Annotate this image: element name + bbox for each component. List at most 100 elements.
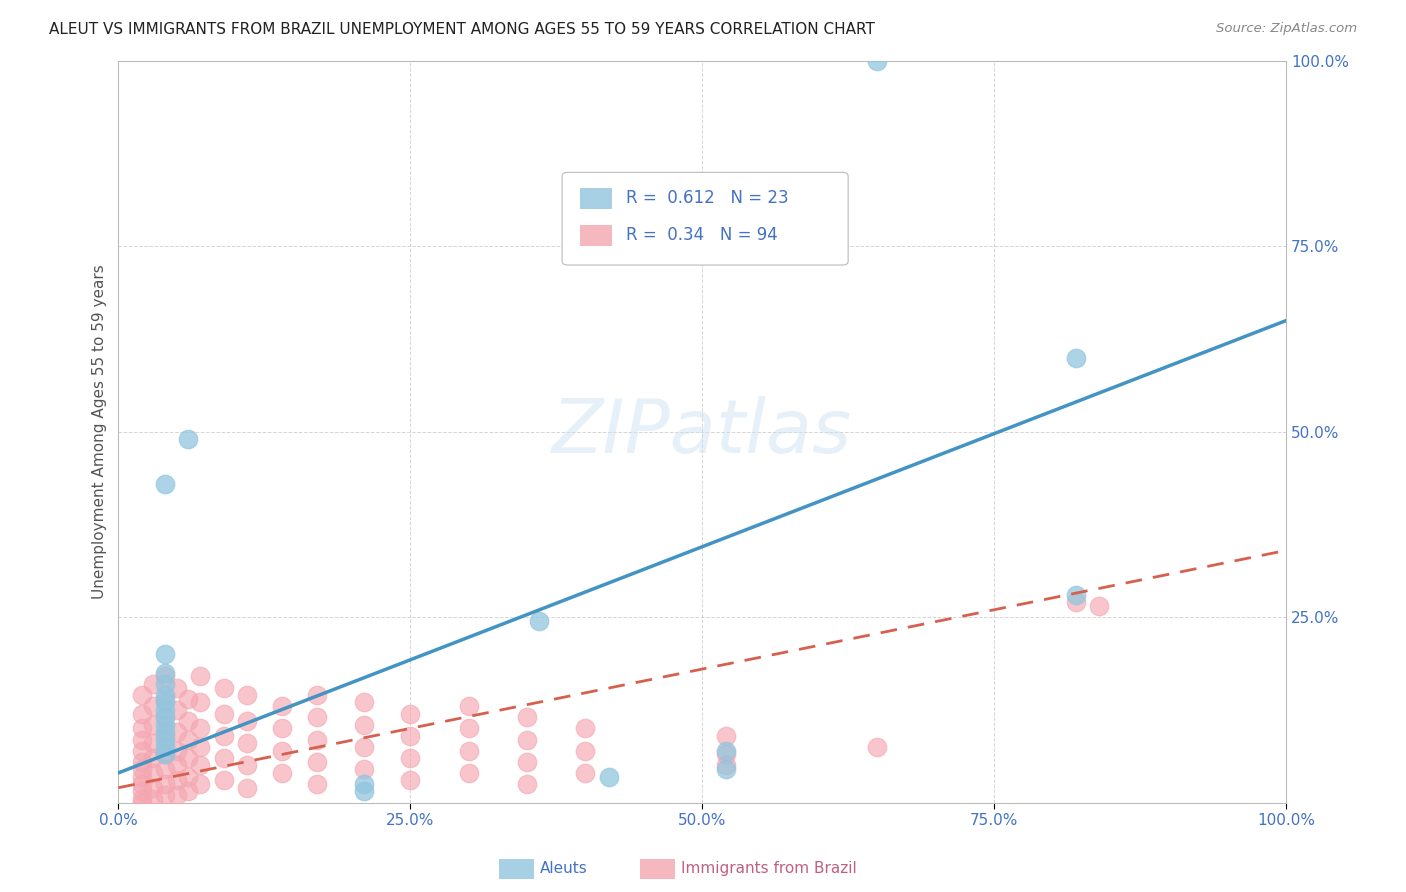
- Point: [131, 722, 153, 736]
- Point: [270, 722, 292, 736]
- Point: [166, 703, 188, 717]
- Point: [598, 770, 620, 784]
- Point: [153, 747, 176, 762]
- Point: [153, 665, 176, 680]
- Point: [131, 770, 153, 784]
- Point: [353, 762, 375, 776]
- FancyBboxPatch shape: [562, 172, 848, 265]
- Point: [131, 688, 153, 702]
- Point: [153, 703, 176, 717]
- Point: [142, 736, 165, 750]
- Point: [236, 758, 259, 772]
- Point: [574, 722, 596, 736]
- Point: [131, 732, 153, 747]
- Point: [177, 770, 200, 784]
- FancyBboxPatch shape: [579, 225, 612, 245]
- Point: [236, 736, 259, 750]
- Point: [131, 744, 153, 758]
- Point: [166, 744, 188, 758]
- Point: [188, 669, 211, 683]
- FancyBboxPatch shape: [579, 188, 612, 209]
- Point: [142, 792, 165, 806]
- Point: [714, 729, 737, 743]
- Point: [142, 780, 165, 795]
- Point: [236, 714, 259, 728]
- Point: [131, 706, 153, 721]
- Point: [399, 751, 422, 765]
- Point: [212, 681, 235, 695]
- Point: [270, 744, 292, 758]
- Point: [212, 729, 235, 743]
- Point: [270, 765, 292, 780]
- Point: [188, 722, 211, 736]
- Point: [516, 777, 538, 791]
- Point: [142, 677, 165, 691]
- Point: [305, 777, 328, 791]
- Point: [131, 796, 153, 810]
- Point: [305, 755, 328, 769]
- Point: [142, 751, 165, 765]
- Point: [1064, 588, 1087, 602]
- Point: [714, 744, 737, 758]
- Point: [153, 695, 176, 709]
- Point: [574, 765, 596, 780]
- Point: [236, 688, 259, 702]
- Text: ALEUT VS IMMIGRANTS FROM BRAZIL UNEMPLOYMENT AMONG AGES 55 TO 59 YEARS CORRELATI: ALEUT VS IMMIGRANTS FROM BRAZIL UNEMPLOY…: [49, 22, 875, 37]
- Point: [153, 747, 176, 762]
- Point: [305, 688, 328, 702]
- Point: [131, 777, 153, 791]
- Point: [188, 739, 211, 754]
- Point: [177, 432, 200, 446]
- Point: [131, 762, 153, 776]
- Point: [457, 722, 479, 736]
- Point: [142, 699, 165, 714]
- Point: [153, 677, 176, 691]
- Point: [153, 725, 176, 739]
- Point: [153, 732, 176, 747]
- Point: [153, 710, 176, 724]
- Point: [153, 669, 176, 683]
- Point: [714, 762, 737, 776]
- Point: [153, 647, 176, 661]
- Point: [457, 765, 479, 780]
- Point: [153, 691, 176, 706]
- Point: [153, 762, 176, 776]
- Point: [399, 773, 422, 788]
- Point: [153, 688, 176, 702]
- Point: [866, 54, 889, 69]
- Text: Aleuts: Aleuts: [540, 862, 588, 876]
- Point: [166, 681, 188, 695]
- Point: [1064, 595, 1087, 609]
- Text: ZIPatlas: ZIPatlas: [553, 396, 852, 467]
- Point: [153, 729, 176, 743]
- Point: [1088, 599, 1111, 613]
- Point: [153, 710, 176, 724]
- Point: [714, 747, 737, 762]
- Point: [153, 476, 176, 491]
- Point: [399, 706, 422, 721]
- Point: [166, 725, 188, 739]
- Point: [574, 744, 596, 758]
- Point: [527, 614, 550, 628]
- Point: [516, 710, 538, 724]
- Point: [177, 784, 200, 798]
- Point: [177, 714, 200, 728]
- Point: [305, 710, 328, 724]
- Point: [153, 788, 176, 802]
- Point: [353, 777, 375, 791]
- Point: [353, 695, 375, 709]
- Point: [177, 691, 200, 706]
- Point: [131, 784, 153, 798]
- Point: [142, 765, 165, 780]
- Text: R =  0.34   N = 94: R = 0.34 N = 94: [626, 227, 778, 244]
- Point: [353, 739, 375, 754]
- Point: [166, 773, 188, 788]
- Point: [866, 739, 889, 754]
- Point: [188, 777, 211, 791]
- Point: [516, 755, 538, 769]
- Point: [131, 792, 153, 806]
- Point: [177, 751, 200, 765]
- Text: R =  0.612   N = 23: R = 0.612 N = 23: [626, 189, 789, 207]
- Point: [1064, 351, 1087, 365]
- Point: [166, 788, 188, 802]
